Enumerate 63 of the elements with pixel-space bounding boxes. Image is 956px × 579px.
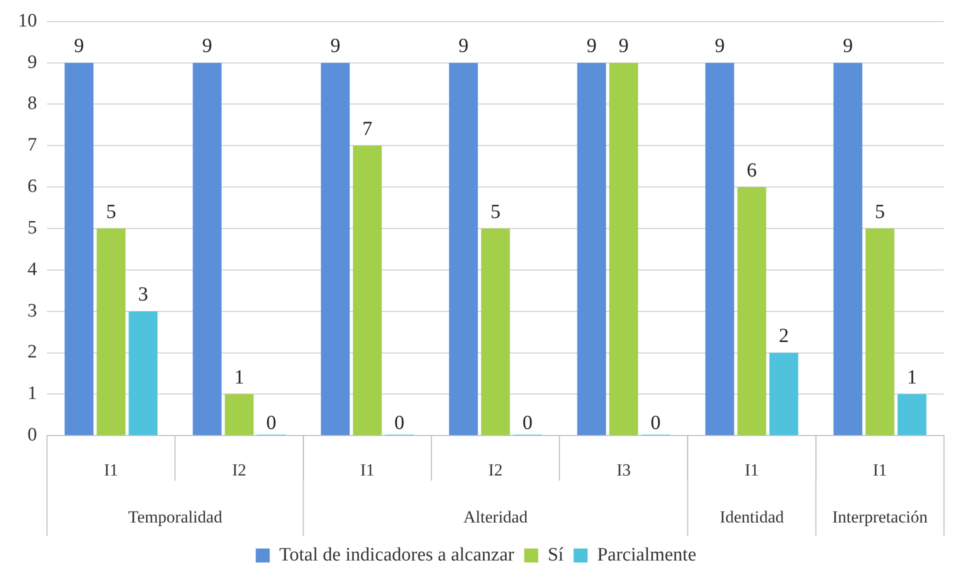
x-tick-label: I1	[360, 460, 374, 480]
y-tick-label: 6	[28, 176, 37, 198]
data-label: 6	[746, 159, 757, 182]
bar	[96, 228, 126, 436]
data-label: 0	[522, 412, 533, 434]
bar	[224, 394, 254, 436]
text: Temporalidad	[128, 507, 223, 526]
data-label: 0	[394, 412, 404, 434]
data-label: 3	[138, 284, 148, 306]
y-tick-label: 2	[28, 342, 37, 363]
data-label: 9	[714, 35, 725, 58]
data-label: 1	[234, 366, 244, 388]
bar	[320, 62, 350, 436]
bar	[609, 62, 638, 436]
bar	[352, 146, 382, 436]
text: Identidad	[720, 507, 784, 526]
y-tick-label: 5	[28, 217, 37, 238]
y-tick-label: 3	[28, 300, 37, 322]
bar	[769, 352, 798, 436]
data-label: 9	[842, 35, 853, 58]
y-tick-label: 9	[28, 52, 37, 73]
data-label: 9	[202, 35, 212, 58]
data-label: 9	[74, 35, 84, 58]
data-label: 2	[778, 325, 789, 348]
bar	[866, 228, 894, 436]
data-label: 9	[458, 35, 468, 58]
bar	[64, 62, 94, 436]
bar	[898, 394, 926, 436]
bar	[449, 62, 478, 436]
x-tick-label: I2	[488, 460, 503, 480]
data-label: 0	[650, 412, 661, 434]
y-tick-label: 7	[28, 134, 37, 156]
bar	[577, 62, 606, 436]
text: Interpretación	[832, 507, 928, 526]
x-tick-label: I1	[744, 460, 759, 480]
bar	[705, 62, 734, 436]
legend-label: Parcialmente	[597, 544, 696, 566]
legend-label: Sí	[548, 544, 564, 566]
y-tick-label: 1	[28, 383, 37, 404]
x-tick-label: I1	[104, 460, 118, 480]
data-label: 7	[362, 118, 372, 140]
data-label: 9	[618, 35, 629, 58]
legend-label: Total de indicadores a alcanzar	[279, 544, 515, 566]
x-tick-label: I2	[232, 460, 246, 480]
data-label: 1	[906, 366, 917, 388]
bar	[128, 311, 158, 436]
y-tick-label: 10	[18, 10, 37, 32]
y-tick-label: 8	[28, 93, 37, 114]
y-tick-label: 4	[28, 258, 38, 280]
data-label: 0	[266, 412, 276, 434]
bar	[192, 62, 222, 436]
x-tick-label: I3	[616, 460, 631, 480]
data-label: 9	[586, 35, 597, 58]
x-tick-label: I1	[872, 460, 888, 480]
y-tick-label: 0	[28, 424, 37, 446]
bar	[737, 187, 766, 436]
bar	[481, 228, 510, 436]
data-label: 9	[330, 35, 340, 58]
bar	[833, 62, 862, 436]
data-label: 5	[106, 200, 116, 223]
text: Alteridad	[463, 507, 528, 526]
data-label: 5	[490, 200, 500, 223]
data-label: 5	[874, 200, 885, 223]
